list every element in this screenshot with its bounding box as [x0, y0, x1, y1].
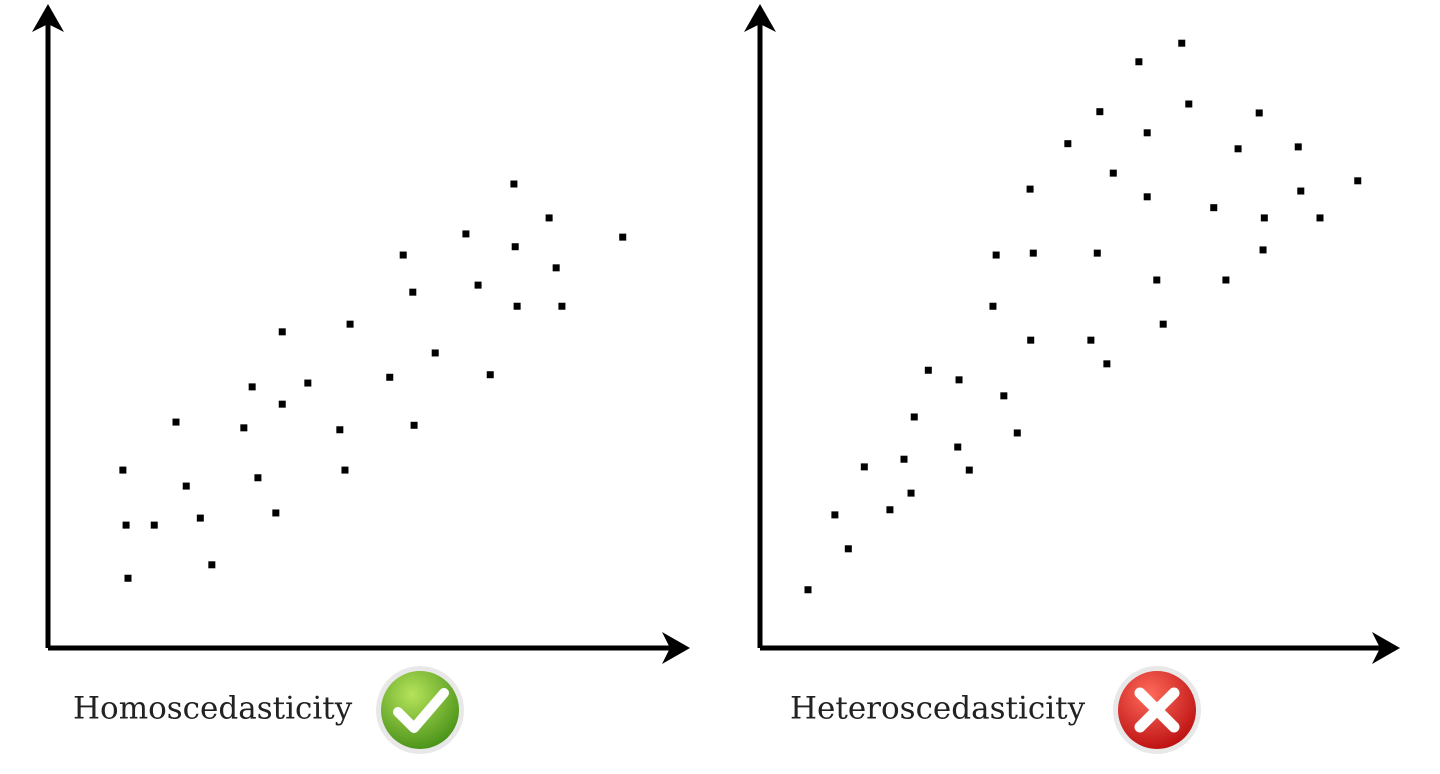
point — [1143, 193, 1151, 201]
cross-icon — [1113, 666, 1201, 754]
point — [510, 180, 518, 188]
point — [196, 514, 204, 522]
point — [513, 302, 521, 310]
point — [1143, 129, 1151, 137]
point — [346, 320, 354, 328]
point — [240, 424, 248, 432]
point — [1185, 100, 1193, 108]
point — [172, 418, 180, 426]
arrow-head — [744, 4, 776, 32]
point — [278, 400, 286, 408]
chart-title: Homoscedasticity — [73, 691, 353, 727]
point — [124, 574, 132, 582]
axes-left — [45, 14, 680, 651]
point — [1255, 109, 1263, 117]
point — [1026, 185, 1034, 193]
point — [248, 383, 256, 391]
point — [1210, 204, 1218, 212]
point — [474, 281, 482, 289]
point — [1135, 58, 1143, 66]
point — [150, 521, 158, 529]
point — [558, 302, 566, 310]
point — [886, 506, 894, 514]
point — [1096, 108, 1104, 116]
point — [119, 466, 127, 474]
point — [122, 521, 130, 529]
point — [278, 328, 286, 336]
point — [399, 251, 407, 259]
point — [304, 379, 312, 387]
point — [1093, 249, 1101, 257]
point — [552, 264, 560, 272]
point — [1064, 140, 1072, 148]
point — [462, 230, 470, 238]
point — [1178, 39, 1186, 47]
point — [1087, 336, 1095, 344]
point — [1027, 336, 1035, 344]
arrow-head — [662, 632, 690, 664]
point — [907, 489, 915, 497]
point — [1260, 214, 1268, 222]
point — [1153, 276, 1161, 284]
point — [254, 474, 262, 482]
point — [511, 243, 519, 251]
point — [1159, 320, 1167, 328]
point — [182, 482, 190, 490]
point — [1259, 246, 1267, 254]
point — [208, 561, 216, 569]
point — [831, 511, 839, 519]
point — [860, 463, 868, 471]
point — [336, 426, 344, 434]
arrow-head — [1372, 632, 1400, 664]
point — [924, 366, 932, 374]
point — [1354, 177, 1362, 185]
point — [619, 233, 627, 241]
point — [1297, 187, 1305, 195]
point — [1013, 429, 1021, 437]
point — [955, 376, 963, 384]
point — [900, 455, 908, 463]
arrow-head — [32, 4, 64, 32]
point — [992, 251, 1000, 259]
point — [341, 466, 349, 474]
point — [989, 302, 997, 310]
point — [545, 214, 553, 222]
point — [431, 349, 439, 357]
check-icon — [376, 666, 464, 754]
point — [910, 413, 918, 421]
point — [1103, 360, 1111, 368]
point — [844, 545, 852, 553]
point — [1109, 169, 1117, 177]
point — [1234, 145, 1242, 153]
point — [386, 373, 394, 381]
axes-right — [757, 14, 1390, 651]
point — [410, 421, 418, 429]
point — [1222, 276, 1230, 284]
point — [272, 509, 280, 517]
chart-title: Heteroscedasticity — [790, 691, 1086, 727]
point — [1316, 214, 1324, 222]
point — [954, 443, 962, 451]
point — [409, 288, 417, 296]
point — [804, 586, 812, 594]
point — [1294, 143, 1302, 151]
point — [486, 371, 494, 379]
point — [965, 466, 973, 474]
point — [1029, 249, 1037, 257]
point — [1000, 392, 1008, 400]
